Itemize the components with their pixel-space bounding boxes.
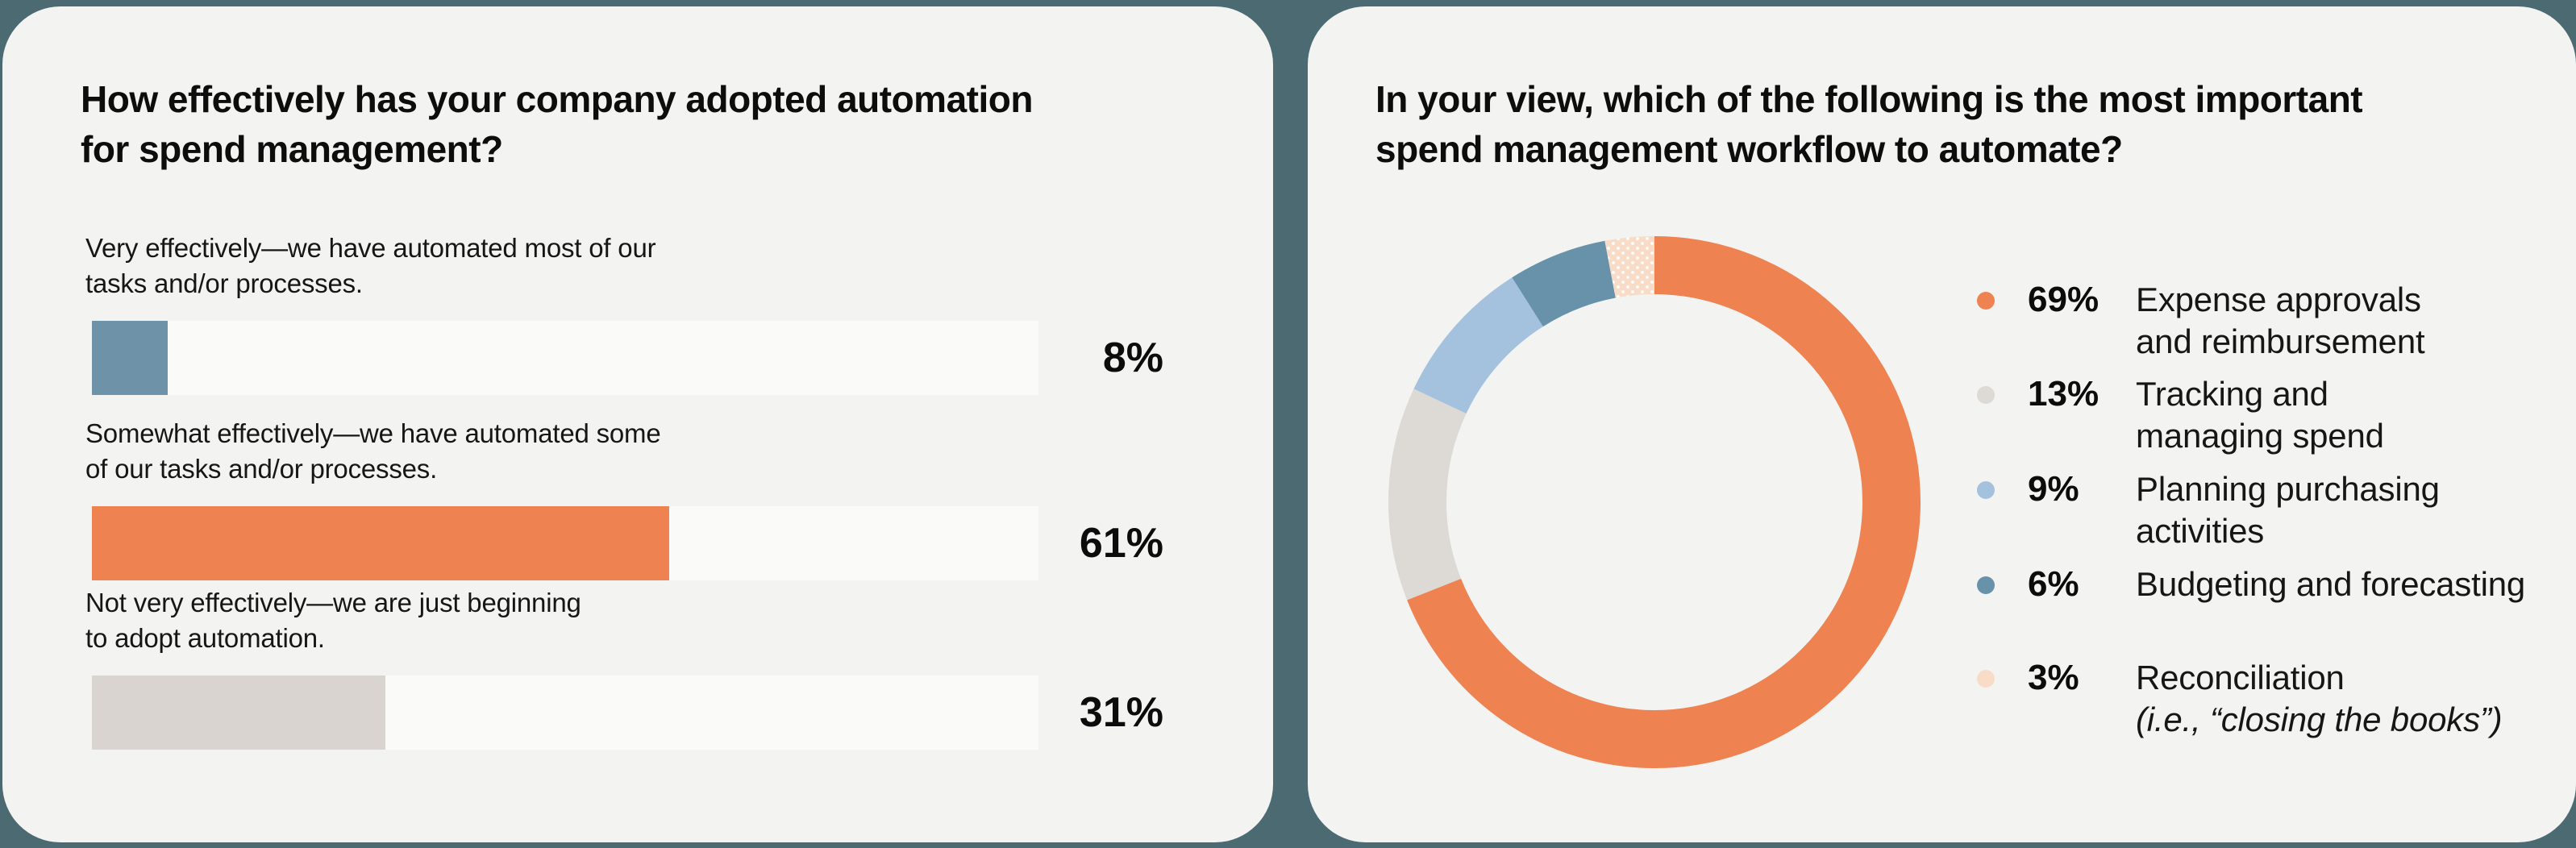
legend-dot-icon [1977, 292, 1995, 310]
bar-category-label: Very effectively—we have automated most … [85, 231, 656, 301]
legend-dot-icon [1977, 481, 1995, 499]
bar-track [92, 321, 1038, 395]
bar-label-line2: tasks and/or processes. [85, 268, 363, 298]
legend-dot-icon [1977, 386, 1995, 404]
bar-category-label: Somewhat effectively—we have automated s… [85, 416, 661, 487]
donut-segment [1388, 236, 1921, 768]
donut-chart-card: In your view, which of the following is … [1308, 6, 2576, 842]
bar-fill [92, 321, 168, 395]
bar-chart-title: How effectively has your company adopted… [81, 74, 1258, 174]
legend-label-line2: managing spend [2136, 417, 2384, 455]
donut-chart-title: In your view, which of the following is … [1375, 74, 2553, 174]
legend-label: Tracking and managing spend [2136, 373, 2384, 457]
bar-value-label: 31% [1079, 689, 1163, 736]
legend-label: Expense approvals and reimbursement [2136, 279, 2425, 363]
legend-label-line1: Planning purchasing [2136, 470, 2440, 508]
legend-percent: 9% [2028, 469, 2079, 509]
legend-label: Planning purchasing activities [2136, 468, 2440, 552]
legend-percent: 13% [2028, 374, 2100, 414]
legend-label-line2: and reimbursement [2136, 322, 2425, 360]
legend-dot-icon [1977, 670, 1995, 688]
bar-label-line1: Very effectively—we have automated most … [85, 233, 656, 263]
legend-percent: 3% [2028, 658, 2079, 697]
bar-fill [92, 506, 670, 580]
bar-label-line1: Not very effectively—we are just beginni… [85, 588, 581, 617]
bar-chart-card: How effectively has your company adopted… [2, 6, 1273, 842]
bar-chart-title-line1: How effectively has your company adopted… [81, 78, 1033, 120]
bar-row: Somewhat effectively—we have automated s… [84, 416, 1163, 580]
bar-track [92, 506, 1038, 580]
bar-label-line2: of our tasks and/or processes. [85, 454, 438, 484]
donut-chart-title-line1: In your view, which of the following is … [1375, 78, 2363, 120]
bar-label-line2: to adopt automation. [85, 623, 325, 653]
donut-chart-title-line2: spend management workflow to automate? [1375, 128, 2123, 170]
legend-label-line1: Expense approvals [2136, 281, 2421, 318]
legend-percent: 69% [2028, 280, 2100, 319]
bar-row: Not very effectively—we are just beginni… [84, 585, 1163, 750]
donut-chart [1388, 236, 1921, 768]
bar-value-label: 61% [1079, 520, 1163, 567]
legend-label-line1: Reconciliation [2136, 659, 2345, 696]
legend-percent: 6% [2028, 564, 2079, 604]
bar-track [92, 675, 1038, 750]
legend-label-line2: activities [2136, 512, 2265, 550]
bar-row: Very effectively—we have automated most … [84, 231, 1163, 395]
bar-chart-title-line2: for spend management? [81, 128, 503, 170]
bar-value-label: 8% [1102, 335, 1163, 381]
legend-label: Reconciliation (i.e., “closing the books… [2136, 657, 2503, 741]
bar-category-label: Not very effectively—we are just beginni… [85, 585, 581, 656]
bar-label-line1: Somewhat effectively—we have automated s… [85, 418, 661, 448]
legend-label-line1: Tracking and [2136, 375, 2328, 413]
donut-segment [1388, 236, 1921, 768]
bar-fill [92, 675, 385, 750]
legend-label-line2: (i.e., “closing the books”) [2136, 700, 2503, 738]
legend-dot-icon [1977, 576, 1995, 594]
legend-label: Budgeting and forecasting [2136, 563, 2525, 605]
legend-label-line1: Budgeting and forecasting [2136, 565, 2526, 603]
